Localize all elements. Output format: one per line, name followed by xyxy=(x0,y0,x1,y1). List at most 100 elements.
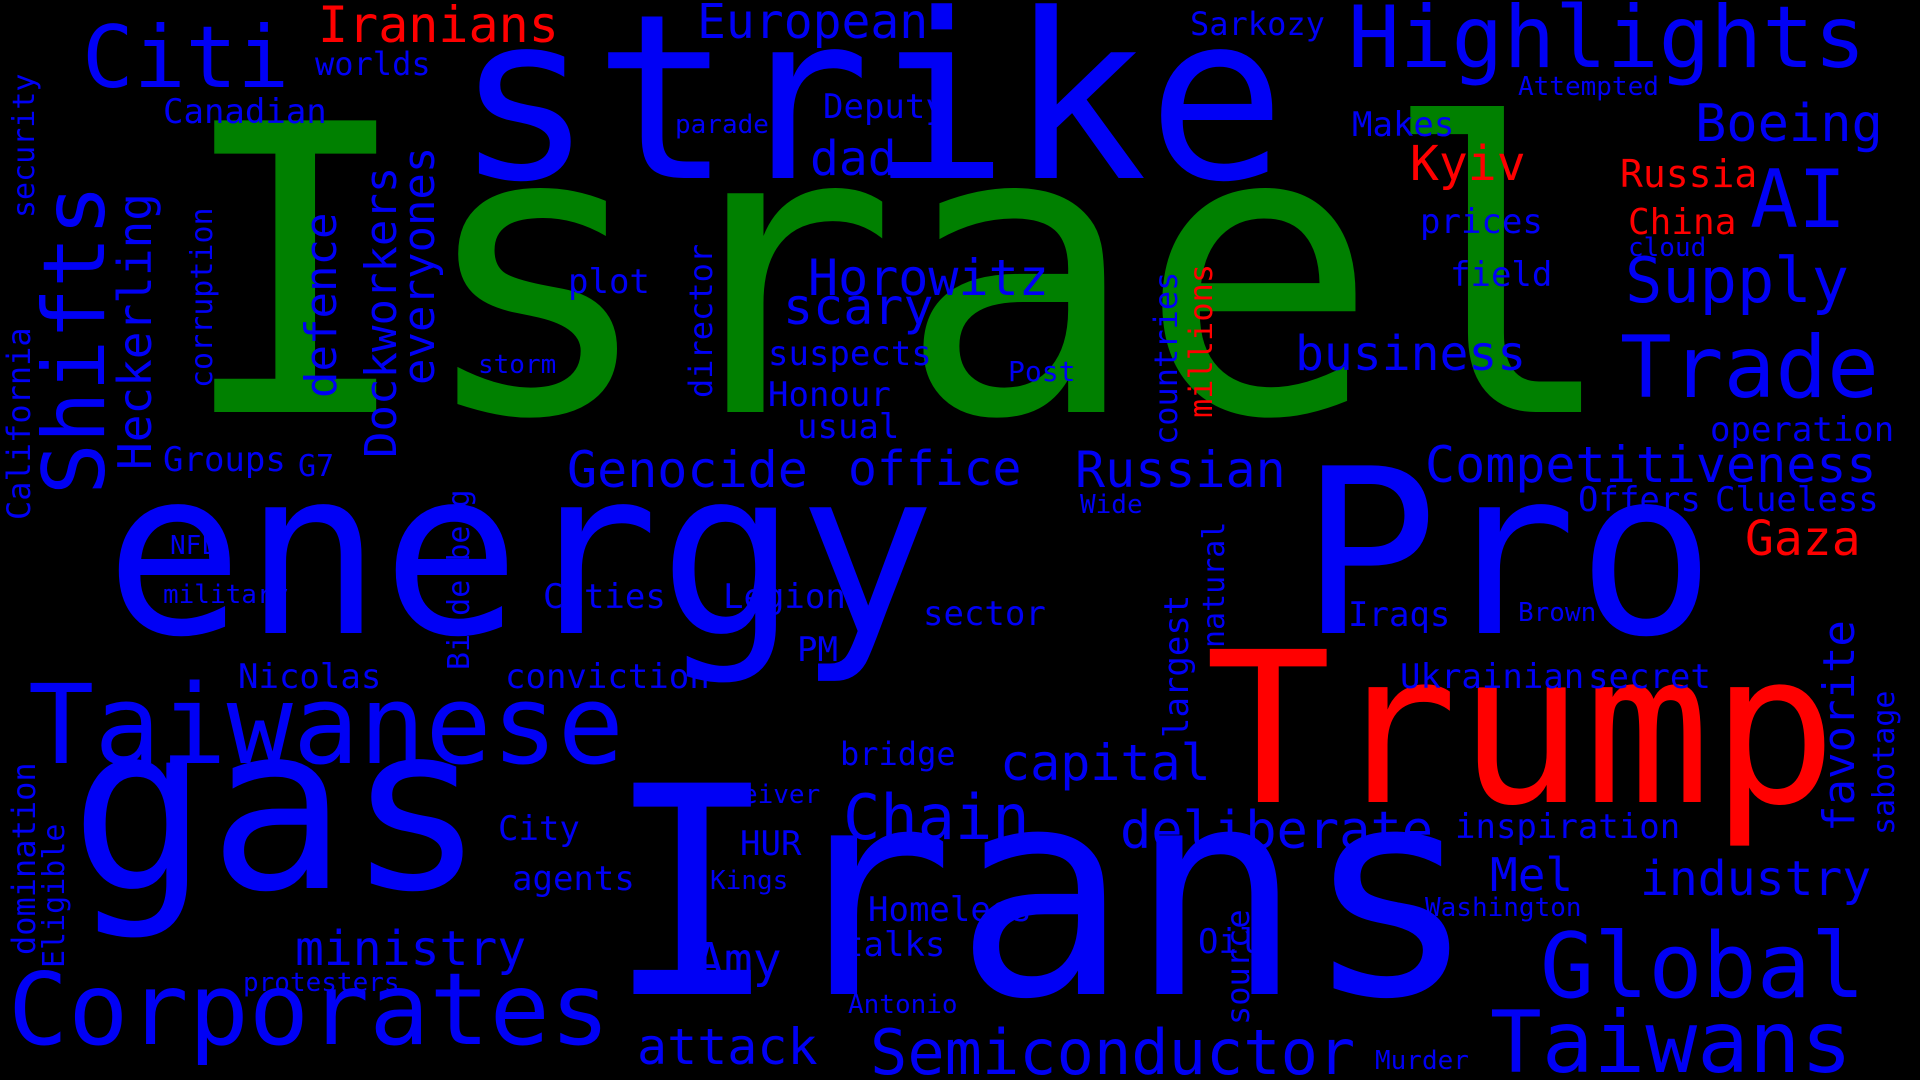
word-chain: Chain xyxy=(843,781,1030,854)
word-irans: Irans xyxy=(605,726,1478,1063)
word-shifts: Shifts xyxy=(25,184,125,495)
word-storm: storm xyxy=(478,350,557,380)
word-prices: prices xyxy=(1420,202,1543,242)
word-offers: Offers xyxy=(1578,480,1701,520)
word-mel: Mel xyxy=(1490,848,1574,902)
word-wide: Wide xyxy=(1080,490,1143,520)
word-legion: Legion xyxy=(723,577,846,617)
word-security: security xyxy=(7,73,42,219)
word-scary: scary xyxy=(783,278,934,336)
word-cities: Cities xyxy=(543,577,666,617)
word-groups: Groups xyxy=(163,440,286,480)
word-china: China xyxy=(1628,202,1737,243)
word-deliberate: deliberate xyxy=(1120,801,1434,861)
word-protesters: protesters xyxy=(243,968,400,998)
word-operation: operation xyxy=(1710,410,1895,450)
word-military: military xyxy=(163,580,289,610)
word-millions: millions xyxy=(1182,263,1220,418)
word-usual: usual xyxy=(797,407,900,447)
word-director: director xyxy=(682,243,720,398)
word-gas: gas xyxy=(70,676,486,943)
word-parade: parade xyxy=(675,110,769,140)
word-bilderberg: Bilderberg xyxy=(442,489,477,670)
word-sector: sector xyxy=(923,594,1046,634)
word-ukrainian: Ukrainian xyxy=(1400,657,1585,697)
word-washington: Washington xyxy=(1425,893,1582,923)
word-horowitz: Horowitz xyxy=(808,249,1049,307)
word-russian: Russian xyxy=(1075,441,1286,499)
word-ministry: ministry xyxy=(295,921,527,977)
word-oil: Oil xyxy=(1198,922,1260,962)
word-bridge: bridge xyxy=(840,735,956,773)
word-field: field xyxy=(1450,255,1553,295)
word-attack: attack xyxy=(637,1018,818,1076)
word-canadian: Canadian xyxy=(163,92,327,132)
word-california: California xyxy=(0,327,38,520)
word-semiconductor: Semiconductor xyxy=(870,1016,1356,1080)
word-taiwanese: Taiwanese xyxy=(28,661,625,789)
word-citi: Citi xyxy=(82,8,290,108)
word-domination: domination xyxy=(5,762,43,955)
word-dad: dad xyxy=(810,131,897,187)
word-countries: countries xyxy=(1147,271,1185,445)
word-energy: energy xyxy=(105,421,936,688)
word-capital: capital xyxy=(1000,734,1211,792)
word-corruption: corruption xyxy=(185,207,220,388)
word-competitiveness: Competitiveness xyxy=(1425,436,1877,494)
word-defence: defence xyxy=(296,212,347,398)
word-favorite: favorite xyxy=(1814,620,1865,832)
word-nfl: NFL xyxy=(170,531,217,561)
word-supply: Supply xyxy=(1625,244,1849,317)
word-deputy: Deputy xyxy=(823,87,946,127)
word-iranians: Iranians xyxy=(318,0,559,54)
word-corporates: Corporates xyxy=(8,951,611,1068)
word-russia: Russia xyxy=(1620,152,1758,196)
word-plot: plot xyxy=(568,262,650,302)
word-agents: agents xyxy=(512,859,635,899)
word-everyones: everyones xyxy=(394,146,445,385)
word-talks: talks xyxy=(843,925,946,965)
word-pm: PM xyxy=(797,630,838,670)
word-conviction: conviction xyxy=(505,657,710,697)
word-inspiration: inspiration xyxy=(1455,807,1681,847)
word-gaza: Gaza xyxy=(1745,511,1861,567)
word-heckerling: Heckerling xyxy=(108,193,162,470)
word-city: City xyxy=(498,809,580,849)
word-eligible: Eligible xyxy=(37,823,72,969)
word-kings: Kings xyxy=(710,866,789,896)
word-nicolas: Nicolas xyxy=(238,657,382,697)
word-secret: secret xyxy=(1588,657,1711,697)
word-sarkozy: Sarkozy xyxy=(1190,5,1325,43)
word-amy: Amy xyxy=(695,933,782,989)
word-homeless: Homeless xyxy=(868,890,1032,930)
word-antonio: Antonio xyxy=(848,990,958,1020)
word-trump: Trump xyxy=(1205,607,1838,852)
word-pro: Pro xyxy=(1300,421,1716,688)
word-industry: industry xyxy=(1640,851,1872,907)
word-european: European xyxy=(697,0,929,50)
word-boeing: Boeing xyxy=(1695,94,1883,154)
word-attempted: Attempted xyxy=(1518,72,1659,102)
word-g7: G7 xyxy=(298,449,335,484)
word-hur: HUR xyxy=(740,824,802,864)
word-genocide: Genocide xyxy=(567,441,808,499)
word-sabotage: sabotage xyxy=(1867,690,1902,836)
word-trade: Trade xyxy=(1620,318,1879,418)
word-honour: Honour xyxy=(768,375,891,415)
word-highlights: Highlights xyxy=(1348,0,1866,88)
word-business: business xyxy=(1295,326,1527,382)
word-brown: Brown xyxy=(1518,598,1597,628)
word-ai: AI xyxy=(1750,153,1847,246)
word-iraqs: Iraqs xyxy=(1348,595,1451,635)
word-post: Post xyxy=(1008,355,1076,388)
word-worlds: worlds xyxy=(315,45,431,83)
word-receiver: Receiver xyxy=(695,780,821,810)
word-largest: largest xyxy=(1157,594,1197,738)
word-global: Global xyxy=(1540,914,1866,1019)
word-natural: natural xyxy=(1197,521,1232,648)
word-taiwans: Taiwans xyxy=(1490,993,1853,1080)
word-suspects: suspects xyxy=(768,334,932,374)
word-israel: Israel xyxy=(175,42,1620,507)
word-office: office xyxy=(848,441,1022,497)
